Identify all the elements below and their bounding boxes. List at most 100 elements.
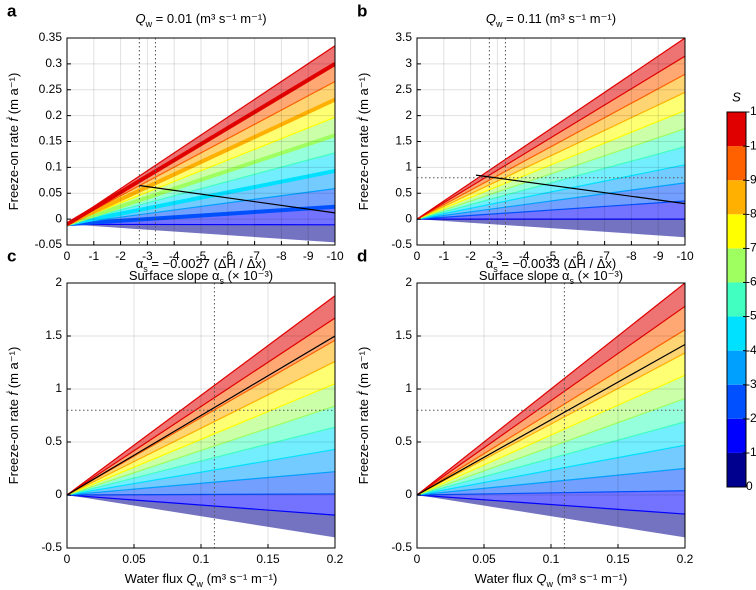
chart-title-part: = −0.0027 (ΔH / Δx) — [148, 256, 267, 271]
colorbar-swatch — [727, 214, 746, 249]
trend-line — [67, 335, 335, 496]
y-axis-label: Freeze-on rate ḟ (m a⁻¹) — [6, 73, 21, 211]
series-line — [67, 426, 335, 496]
x-tick-label: -6 — [222, 249, 233, 263]
series-line — [417, 182, 685, 220]
chart-title-ital: Q — [486, 11, 496, 26]
series-line — [67, 317, 335, 496]
chart-title-part: = −0.0033 (ΔH / Δx) — [498, 256, 617, 271]
series-line — [417, 109, 685, 220]
series-line — [67, 133, 335, 227]
series-line — [67, 187, 335, 225]
x-axis-label: Water flux Qw (m³ s⁻¹ m⁻¹) — [125, 571, 278, 589]
series-line — [417, 283, 685, 496]
y-tick-label: 2 — [405, 108, 412, 122]
colorbar-swatch — [727, 248, 746, 283]
colorbar-swatch — [727, 384, 746, 419]
band — [417, 495, 685, 538]
y-axis-label-ital: ḟ — [356, 116, 371, 121]
chart-title: Qw = 0.11 (m³ s⁻¹ m⁻¹) — [486, 11, 616, 29]
chart-title-part: = 0.01 (m³ s⁻¹ m⁻¹) — [152, 11, 266, 26]
x-axis-label-part: Surface slope α — [129, 268, 220, 283]
y-axis-label-part: (m a⁻¹) — [356, 347, 371, 392]
series-line — [417, 38, 685, 220]
chart-title: αs = −0.0027 (ΔH / Δx) — [136, 256, 267, 274]
series-line — [67, 295, 335, 496]
series-line — [67, 405, 335, 496]
chart-title-sub: w — [145, 19, 153, 29]
chart-title: Qw = 0.01 (m³ s⁻¹ m⁻¹) — [135, 11, 266, 29]
y-axis-label-ital: ḟ — [6, 390, 21, 395]
colorbar-label: S — [732, 89, 741, 104]
y-tick-label: 0.5 — [395, 185, 412, 199]
y-axis-label-part: Freeze-on rate — [356, 121, 371, 210]
series-line — [417, 55, 685, 220]
colorbar-swatch — [727, 180, 746, 215]
colorbar-swatch — [727, 418, 746, 453]
x-axis-label-ital: Q — [186, 571, 196, 586]
y-tick-label: 0.5 — [45, 434, 62, 448]
series-line — [417, 73, 685, 220]
x-tick-label: 0 — [414, 552, 421, 566]
x-axis-label: Surface slope αs (× 10⁻³) — [129, 268, 273, 286]
panel-letter: c — [7, 246, 16, 265]
chart-title-ital: Q — [135, 11, 145, 26]
x-tick-label: 0 — [64, 552, 71, 566]
series-line — [417, 444, 685, 496]
y-axis-label-ital: ḟ — [6, 116, 21, 121]
series-line — [67, 116, 335, 225]
x-tick-label: -8 — [626, 249, 637, 263]
colorbar-swatch — [727, 452, 746, 487]
series-line — [417, 494, 685, 515]
colorbar-tick-label: -2 — [746, 411, 756, 425]
series-line — [67, 339, 335, 496]
y-tick-label: 1 — [405, 160, 412, 174]
series-line — [417, 421, 685, 496]
y-tick-label: 0.2 — [45, 108, 62, 122]
y-tick-label: 1.5 — [45, 328, 62, 342]
series-line — [67, 471, 335, 496]
x-axis-label-part: Water flux — [475, 571, 537, 586]
x-tick-label: 0 — [414, 249, 421, 263]
x-tick-label: 0.15 — [606, 552, 630, 566]
y-tick-label: -0.5 — [391, 237, 412, 251]
x-tick-label: 0.05 — [122, 552, 146, 566]
x-tick-label: -10 — [326, 249, 344, 263]
y-tick-label: 0 — [55, 487, 62, 501]
chart-title: αs = −0.0033 (ΔH / Δx) — [486, 256, 617, 274]
colorbar-tick-label: -5 — [746, 309, 756, 323]
series-line — [67, 97, 335, 227]
x-tick-label: 0.05 — [472, 552, 496, 566]
colorbar-tick-label: -8 — [746, 206, 756, 220]
x-tick-label: -2 — [465, 249, 476, 263]
series-line — [67, 45, 335, 225]
x-axis-label-part: (× 10⁻³) — [224, 268, 273, 283]
x-axis-label-sub: s — [220, 276, 225, 286]
y-tick-label: 0.35 — [39, 30, 63, 44]
colorbar-tick-label: -11 — [746, 104, 756, 118]
x-axis-label-sub: s — [570, 276, 575, 286]
band — [417, 219, 685, 238]
series-line — [67, 152, 335, 225]
series-line — [67, 204, 335, 227]
series-line — [417, 164, 685, 220]
colorbar-tick-label: -1 — [746, 445, 756, 459]
plot-area — [67, 283, 335, 548]
y-axis-label: Freeze-on rate ḟ (m a⁻¹) — [356, 347, 371, 485]
x-tick-label: -2 — [115, 249, 126, 263]
x-tick-label: -3 — [142, 249, 153, 263]
x-tick-label: -3 — [492, 249, 503, 263]
y-tick-label: 2 — [55, 275, 62, 289]
y-tick-label: 0 — [405, 211, 412, 225]
colorbar-tick-label: -7 — [746, 241, 756, 255]
trend-line — [139, 184, 335, 214]
band — [417, 490, 685, 515]
y-axis-label-part: (m a⁻¹) — [356, 73, 371, 118]
series-line — [417, 329, 685, 496]
plot-area — [417, 38, 685, 245]
y-tick-label: 0.3 — [45, 56, 62, 70]
x-tick-label: -9 — [303, 249, 314, 263]
colorbar-tick-label: -4 — [746, 343, 756, 357]
series-line — [417, 200, 685, 220]
plot-area — [67, 38, 335, 245]
